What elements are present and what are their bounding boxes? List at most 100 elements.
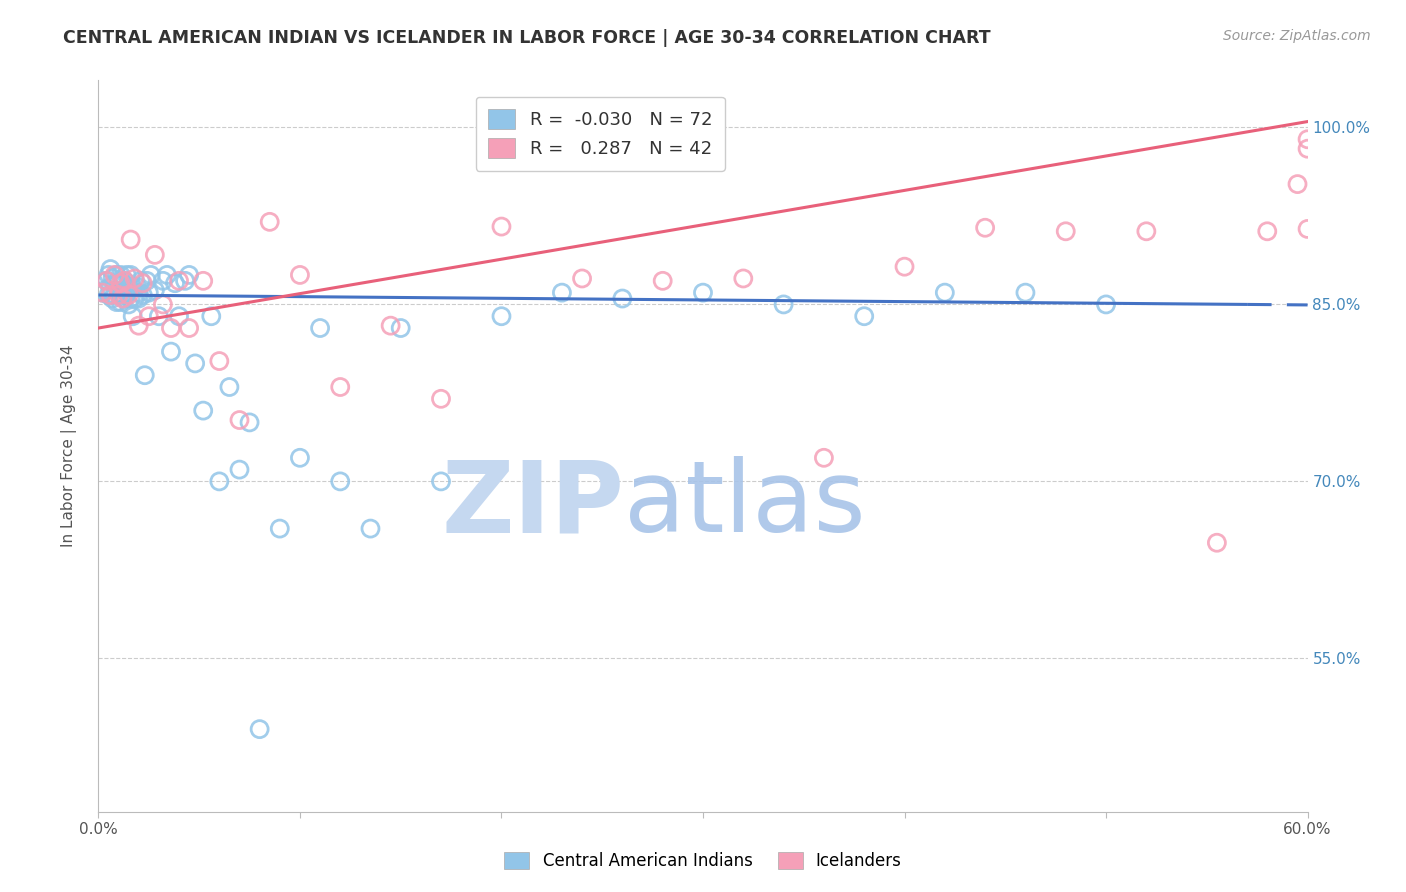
Point (107, 288, 129, 302)
Point (91, 285, 114, 300)
Legend: R =  -0.030   N = 72, R =   0.287   N = 42: R = -0.030 N = 72, R = 0.287 N = 42 (475, 96, 725, 170)
Point (288, 268, 311, 282)
Point (128, 292, 150, 306)
Point (134, 368, 156, 383)
Point (110, 295, 132, 310)
Point (1296, 222, 1319, 236)
Point (772, 297, 794, 311)
Point (612, 292, 634, 306)
Point (1095, 297, 1118, 311)
Point (208, 354, 231, 368)
Point (184, 356, 207, 370)
Point (174, 274, 197, 288)
Point (733, 271, 755, 285)
Point (124, 292, 146, 306)
Point (107, 274, 129, 288)
Point (491, 219, 513, 234)
Point (105, 295, 128, 310)
Point (128, 285, 150, 300)
Point (974, 220, 997, 235)
Text: atlas: atlas (624, 456, 866, 553)
Point (167, 310, 190, 324)
Point (111, 276, 134, 290)
Text: CENTRAL AMERICAN INDIAN VS ICELANDER IN LABOR FORCE | AGE 30-34 CORRELATION CHAR: CENTRAL AMERICAN INDIAN VS ICELANDER IN … (63, 29, 991, 46)
Point (193, 403, 215, 417)
Point (309, 321, 332, 335)
Point (111, 288, 134, 302)
Legend: Central American Indians, Icelanders: Central American Indians, Icelanders (498, 845, 908, 877)
Point (124, 271, 146, 285)
Point (259, 215, 281, 229)
Point (114, 274, 136, 288)
Point (148, 310, 170, 324)
Point (571, 271, 593, 285)
Point (107, 285, 129, 300)
Point (1054, 224, 1077, 238)
Point (380, 318, 402, 333)
Point (152, 274, 174, 288)
Point (118, 279, 141, 293)
Point (143, 283, 166, 297)
Point (111, 292, 134, 306)
Point (1296, 142, 1319, 156)
Point (120, 233, 142, 247)
Point (132, 276, 155, 290)
Point (228, 462, 250, 476)
Point (139, 268, 162, 282)
Point (853, 310, 876, 324)
Point (160, 344, 183, 359)
Point (1286, 177, 1309, 191)
Point (118, 297, 141, 311)
Point (152, 297, 174, 311)
Point (1296, 132, 1319, 146)
Point (288, 450, 311, 465)
Point (200, 310, 222, 324)
Point (1206, 535, 1229, 549)
Point (179, 268, 201, 282)
Point (249, 722, 271, 736)
Point (1256, 224, 1278, 238)
Point (135, 274, 157, 288)
Point (239, 416, 262, 430)
Point (329, 380, 352, 394)
Point (143, 248, 166, 262)
Point (100, 279, 122, 293)
Point (160, 321, 183, 335)
Point (491, 310, 513, 324)
Point (125, 279, 148, 293)
Point (96, 274, 118, 288)
Point (132, 288, 155, 302)
Point (96, 274, 118, 288)
Y-axis label: In Labor Force | Age 30-34: In Labor Force | Age 30-34 (60, 344, 77, 548)
Point (110, 276, 132, 290)
Point (114, 292, 136, 306)
Point (430, 392, 453, 406)
Point (163, 276, 186, 290)
Point (100, 262, 122, 277)
Point (103, 276, 125, 290)
Point (138, 310, 160, 324)
Point (91, 285, 114, 300)
Point (934, 285, 956, 300)
Point (120, 268, 142, 282)
Point (101, 292, 124, 306)
Point (121, 279, 143, 293)
Point (115, 285, 138, 300)
Point (269, 522, 291, 536)
Point (118, 288, 141, 302)
Point (228, 413, 250, 427)
Point (893, 260, 915, 274)
Point (389, 321, 412, 335)
Text: Source: ZipAtlas.com: Source: ZipAtlas.com (1223, 29, 1371, 43)
Point (97, 268, 120, 282)
Point (129, 274, 152, 288)
Point (138, 285, 160, 300)
Point (103, 288, 125, 302)
Point (114, 274, 136, 288)
Point (193, 274, 215, 288)
Point (651, 274, 673, 288)
Point (179, 321, 201, 335)
Point (208, 475, 231, 489)
Point (93, 283, 115, 297)
Point (692, 285, 714, 300)
